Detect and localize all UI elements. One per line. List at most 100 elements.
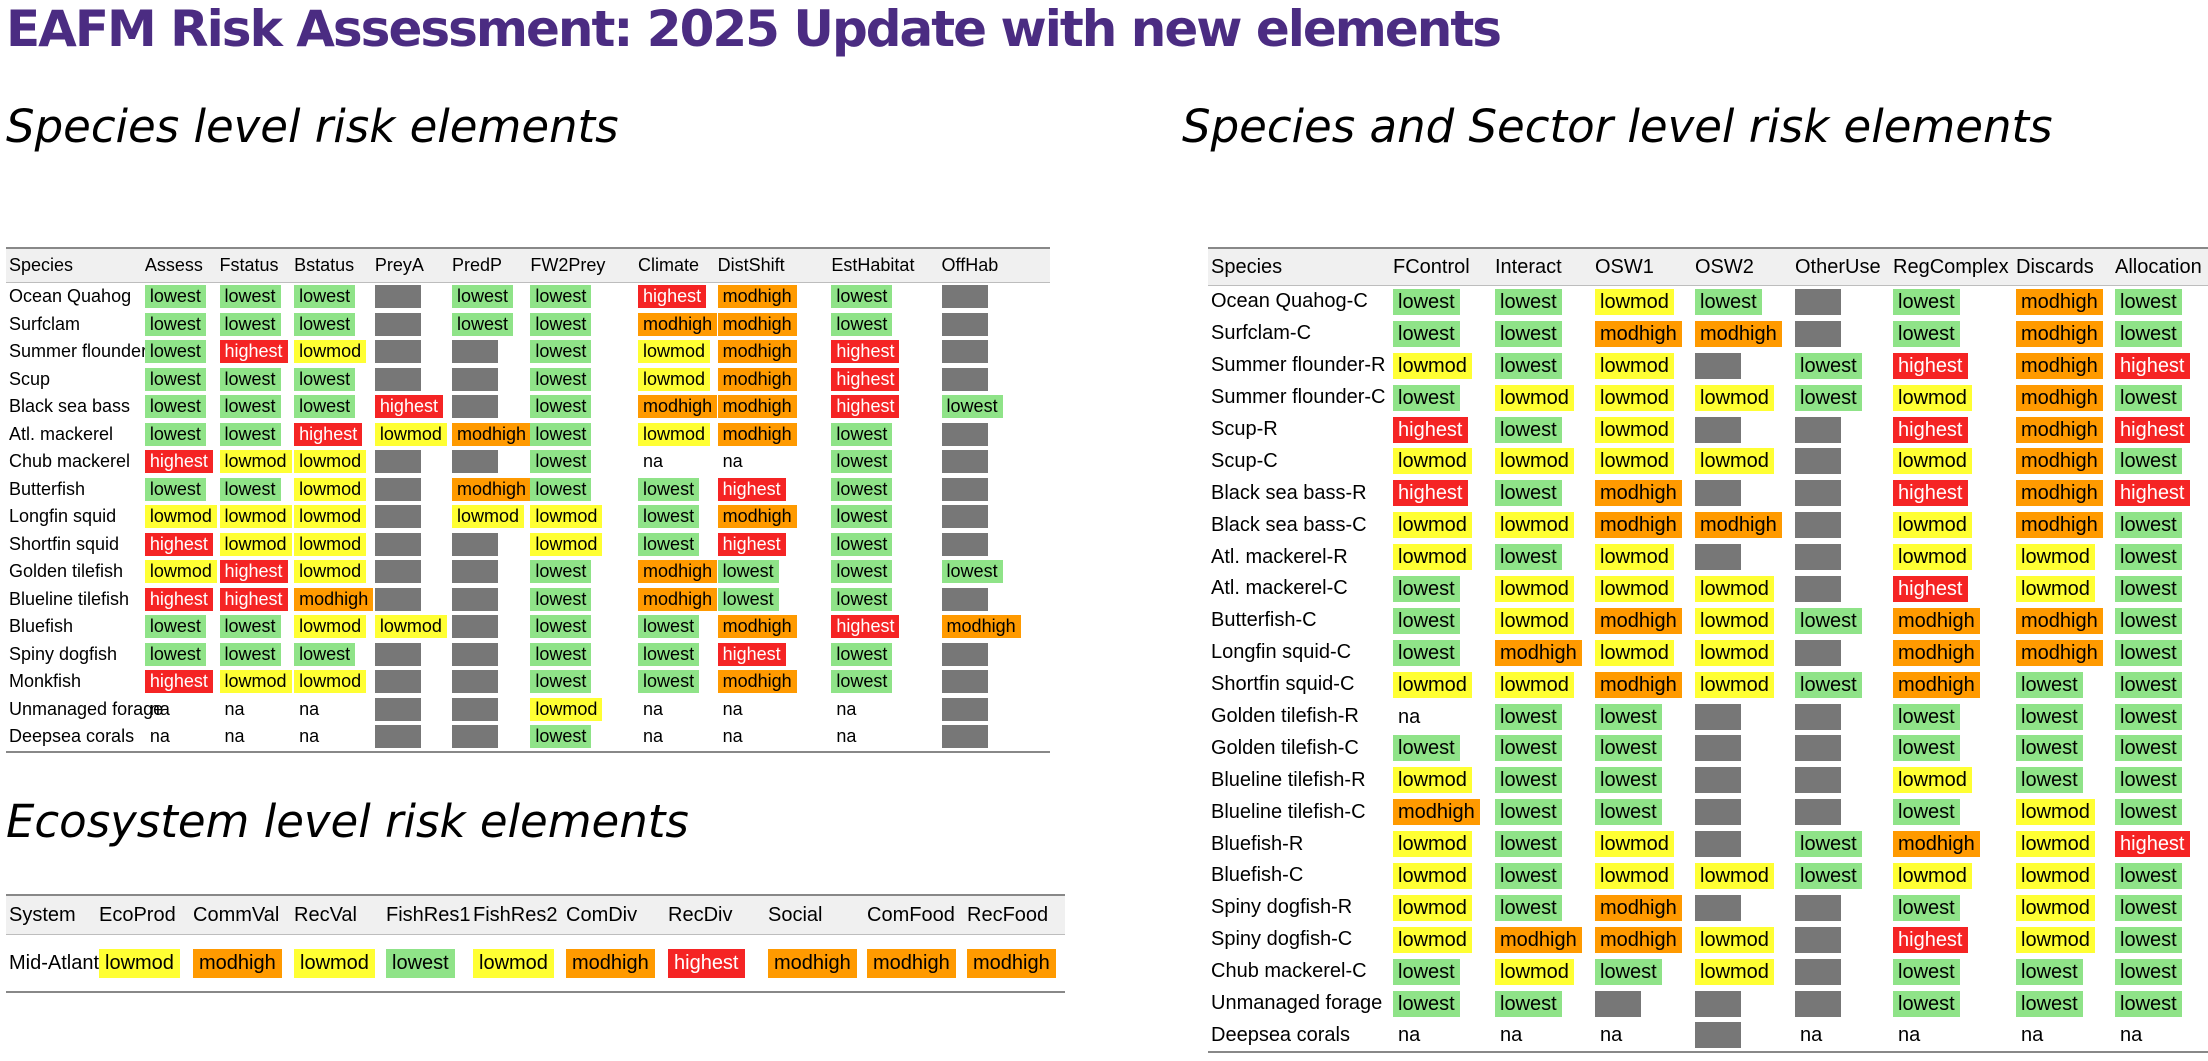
column-header: Climate [635,247,715,283]
risk-badge: highest [831,615,900,639]
risk-badge: lowmod [2016,575,2095,602]
risk-cell [1592,988,1692,1020]
risk-badge: lowmod [1595,639,1674,666]
risk-badge: lowmod [2016,831,2095,858]
not-assessed-block [374,670,421,694]
column-header: System [6,894,96,935]
risk-cell: modhigh [1592,669,1692,701]
risk-badge: lowest [294,367,356,391]
risk-cell: lowest [828,448,938,476]
not-assessed-block [374,587,421,611]
risk-badge: lowmod [2016,862,2095,889]
risk-badge: lowest [530,340,592,364]
risk-cell: na [2112,1019,2208,1054]
risk-badge: lowmod [1595,831,1674,858]
risk-badge: highest [2115,480,2190,507]
risk-cell: lowmod [1692,956,1792,988]
risk-cell [939,421,1050,449]
column-header: DistShift [714,247,829,283]
risk-cell: lowmod [449,503,527,531]
not-assessed-block [941,367,988,391]
column-header: Discards [2013,247,2112,286]
not-assessed-block [1595,990,1641,1017]
risk-badge: na [149,698,170,719]
risk-badge: lowest [638,532,700,556]
risk-cell: lowest [1492,414,1592,446]
ecosystem-header-row: System EcoProd CommVal RecVal FishRes1 FishRe… [6,894,1065,935]
risk-badge: modhigh [768,948,857,978]
table-row: Ocean Quahog-C lowest lowest lowmod lowest lo… [1208,286,2208,318]
risk-cell: lowest [1592,956,1692,988]
risk-cell [1792,988,1890,1020]
risk-cell: lowest [2112,732,2208,764]
risk-cell: modhigh [291,586,374,614]
risk-badge: lowmod [1393,894,1472,921]
risk-badge: lowmod [1595,862,1674,889]
column-header: Interact [1492,247,1592,286]
risk-cell: lowest [828,641,938,669]
risk-badge: lowest [2115,448,2182,475]
risk-badge: na [149,726,170,747]
risk-cell: lowmod [2013,892,2112,924]
risk-badge: na [299,726,320,747]
not-assessed-block [1795,926,1841,953]
ecosystem-risk-table: System EcoProd CommVal RecVal FishRes1 FishRe… [6,894,1065,993]
risk-cell: highest [2112,828,2208,860]
risk-badge: highest [717,477,786,501]
risk-cell: lowmod [1492,956,1592,988]
risk-badge: lowest [831,587,893,611]
risk-cell [1792,445,1890,477]
risk-badge: lowest [1795,831,1862,858]
risk-cell [1792,956,1890,988]
risk-badge: lowest [831,450,893,474]
risk-badge: lowmod [2016,926,2095,953]
risk-cell: lowest [142,613,217,641]
risk-cell: highest [828,393,938,421]
risk-cell: modhigh [635,586,718,614]
risk-cell: lowest [2112,573,2208,605]
risk-cell: highest [828,366,938,394]
not-assessed-block [1795,894,1841,921]
risk-badge: modhigh [2016,288,2103,315]
not-assessed-block [1795,703,1841,730]
risk-badge: lowest [2016,671,2083,698]
not-assessed-block [941,725,988,749]
risk-cell: highest [2112,414,2208,446]
risk-badge: lowest [530,422,592,446]
risk-badge: lowmod [1495,607,1574,634]
risk-cell: highest [372,393,449,421]
risk-badge: lowest [530,312,592,336]
risk-cell [939,366,1050,394]
risk-cell [1792,701,1890,733]
risk-badge: na [722,451,743,472]
risk-badge: highest [638,285,707,309]
not-assessed-block [941,422,988,446]
risk-cell [1792,286,1890,318]
risk-badge: na [1800,1024,1823,1047]
risk-cell: lowest [527,338,635,366]
risk-cell: highest [635,283,715,311]
risk-badge: lowest [530,450,592,474]
risk-cell: na [635,448,715,476]
risk-cell: lowest [449,283,527,311]
risk-badge: modhigh [717,367,797,391]
risk-cell: lowest [1390,318,1492,350]
risk-badge: lowest [2115,320,2182,347]
risk-badge: lowest [1595,767,1662,794]
risk-badge: highest [717,532,786,556]
row-label: Atl. mackerel-R [1211,545,1348,568]
not-assessed-block [1795,512,1841,539]
risk-cell: lowest [635,476,715,504]
risk-badge: lowest [1393,958,1460,985]
risk-cell: na [291,723,372,753]
risk-badge: lowest [144,340,206,364]
row-label: Mid-Atlantic [6,934,113,993]
risk-cell: highest [217,338,292,366]
risk-badge: na [224,698,245,719]
risk-badge: lowest [941,560,1003,584]
risk-badge: lowmod [1393,352,1472,379]
risk-cell: lowest [1692,286,1792,318]
risk-badge: lowest [831,312,893,336]
risk-cell: lowmod [291,558,372,586]
table-row: Bluefish-C lowmod lowest lowmod lowmod lowest… [1208,860,2208,892]
